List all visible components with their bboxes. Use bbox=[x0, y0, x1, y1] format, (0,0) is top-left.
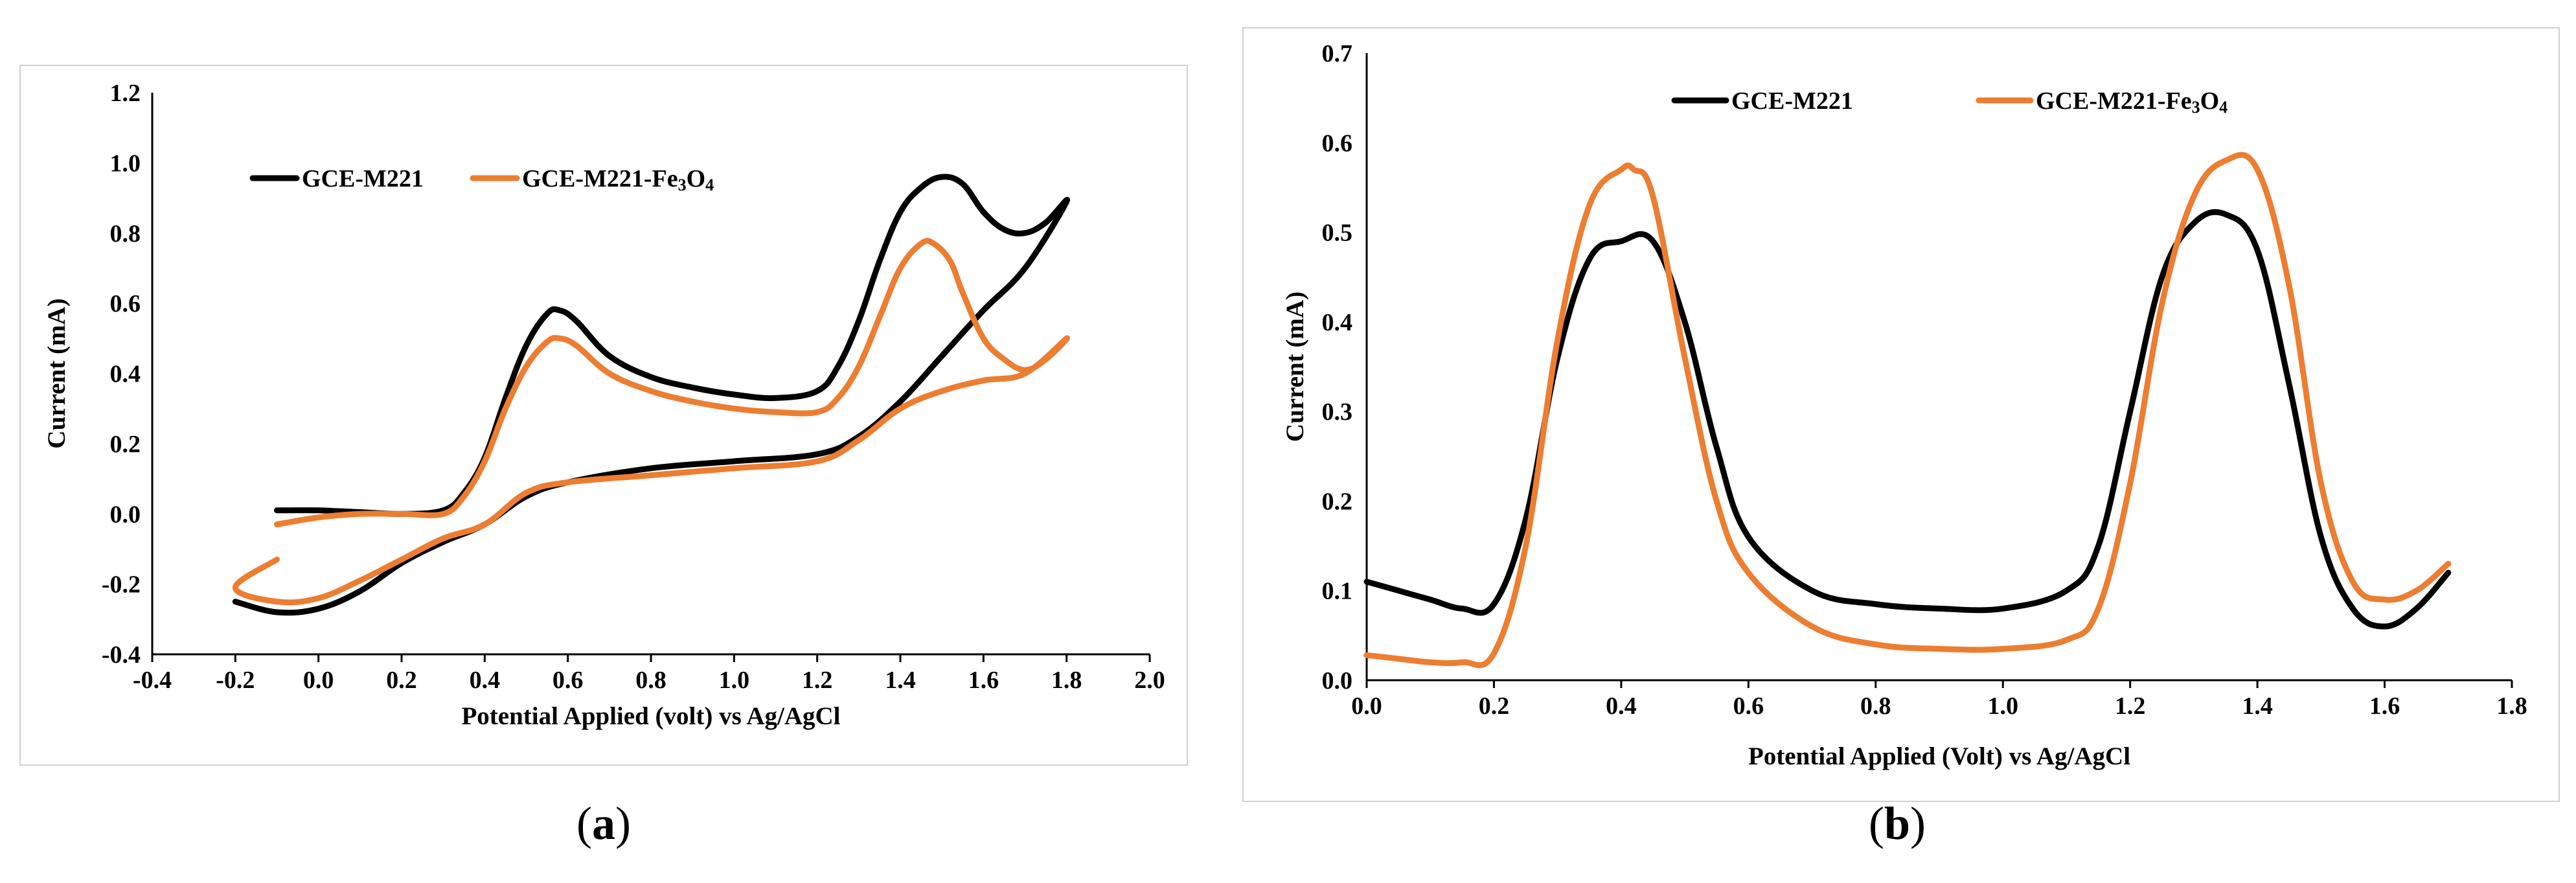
chart-b-y-tick-label: 0.2 bbox=[1322, 488, 1353, 515]
chart-a-y-tick-label: 0.0 bbox=[110, 501, 141, 528]
chart-b-x-tick-label: 1.0 bbox=[1987, 693, 2018, 720]
chart-a-x-axis-label: Potential Applied (volt) vs Ag/AgCl bbox=[461, 702, 840, 730]
chart-a-x-tick-label: 2.0 bbox=[1134, 667, 1165, 694]
chart-a-y-tick-label: -0.2 bbox=[102, 571, 141, 599]
chart-a-y-tick-label: 0.8 bbox=[110, 220, 141, 247]
chart-b-y-tick-label: 0.7 bbox=[1322, 40, 1353, 67]
chart-a-y-axis-label: Current (mA) bbox=[43, 298, 71, 448]
chart-b-x-tick-label: 1.2 bbox=[2115, 693, 2146, 720]
chart-a-x-tick-label: 1.6 bbox=[968, 667, 999, 694]
chart-a-y-tick-label: 0.4 bbox=[110, 361, 141, 388]
chart-b-x-tick-label: 0.2 bbox=[1479, 693, 1510, 720]
chart-b-x-tick-label: 1.8 bbox=[2496, 693, 2527, 720]
chart-a-x-tick-label: 0.4 bbox=[470, 667, 501, 694]
chart-a-legend-label: GCE-M221-Fe3O4 bbox=[522, 165, 714, 194]
chart-a-y-tick-label: 0.2 bbox=[110, 431, 141, 458]
chart-a-x-tick-label: 0.8 bbox=[635, 667, 667, 694]
chart-b-y-tick-label: 0.0 bbox=[1322, 667, 1353, 694]
chart-b-frame bbox=[1242, 27, 2560, 802]
chart-b-x-tick-label: 0.0 bbox=[1351, 693, 1382, 720]
chart-b-y-tick-label: 0.3 bbox=[1322, 398, 1353, 426]
caption-b: (b) bbox=[1869, 797, 1926, 849]
chart-a-series-line-gce-m221-fe3o4 bbox=[232, 238, 1070, 606]
chart-a-x-tick-label: -0.2 bbox=[216, 667, 255, 694]
chart-b-x-tick-label: 0.6 bbox=[1733, 693, 1764, 720]
chart-b-x-tick-label: 0.8 bbox=[1860, 693, 1891, 720]
chart-a-x-tick-label: 0.6 bbox=[553, 667, 584, 694]
chart-a-x-tick-label: 0.2 bbox=[386, 667, 417, 694]
chart-b-y-tick-label: 0.5 bbox=[1322, 220, 1353, 247]
caption-a: (a) bbox=[576, 797, 631, 849]
chart-b-legend-label: GCE-M221 bbox=[1731, 87, 1853, 115]
chart-a-y-tick-label: 1.0 bbox=[110, 150, 141, 177]
chart-a-y-tick-label: 1.2 bbox=[110, 80, 141, 107]
chart-b-x-tick-label: 1.6 bbox=[2369, 693, 2400, 720]
chart-a-x-tick-label: 1.2 bbox=[802, 667, 833, 694]
chart-b-y-tick-label: 0.4 bbox=[1322, 309, 1353, 336]
chart-a-y-tick-label: 0.6 bbox=[110, 290, 141, 317]
chart-b-y-axis-label: Current (mA) bbox=[1281, 292, 1309, 442]
chart-b-x-tick-label: 1.4 bbox=[2242, 693, 2273, 720]
chart-a-x-tick-label: -0.4 bbox=[133, 667, 172, 694]
chart-a-legend-label: GCE-M221 bbox=[302, 165, 424, 192]
chart-b-series-line-gce-m221-fe3o4 bbox=[1363, 152, 2452, 669]
chart-b-legend-label: GCE-M221-Fe3O4 bbox=[2036, 87, 2228, 117]
chart-a-x-tick-label: 1.8 bbox=[1051, 667, 1082, 694]
chart-a-y-tick-label: -0.4 bbox=[102, 641, 141, 669]
chart-b-y-tick-label: 0.1 bbox=[1322, 578, 1353, 605]
chart-a-x-tick-label: 1.4 bbox=[885, 667, 916, 694]
chart-a-x-tick-label: 0.0 bbox=[303, 667, 334, 694]
chart-a-x-tick-label: 1.0 bbox=[719, 667, 750, 694]
chart-a-frame bbox=[19, 65, 1188, 766]
chart-b-x-tick-label: 0.4 bbox=[1606, 693, 1637, 720]
chart-b-x-axis-label: Potential Applied (Volt) vs Ag/AgCl bbox=[1748, 742, 2130, 770]
chart-b-y-tick-label: 0.6 bbox=[1322, 130, 1353, 157]
